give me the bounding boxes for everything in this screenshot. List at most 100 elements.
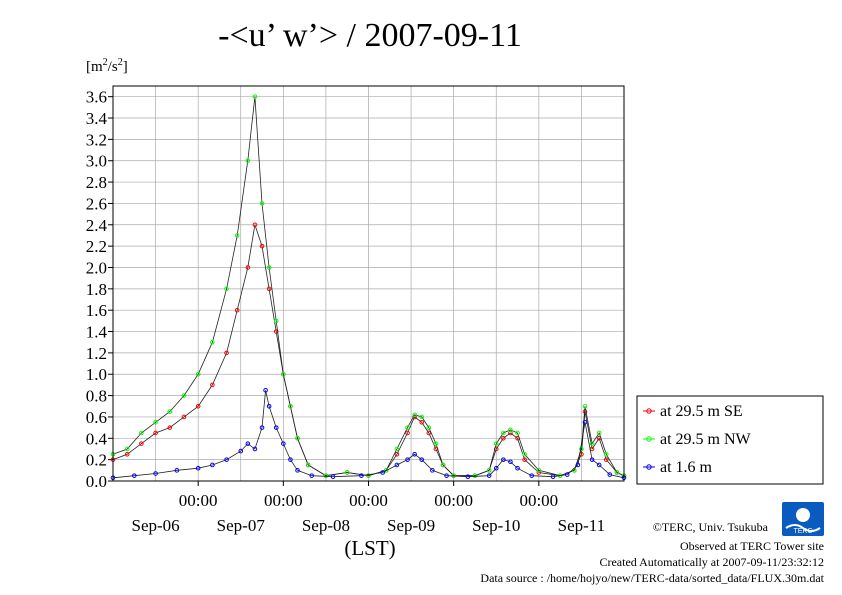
y-tick-label: 2.4 — [86, 216, 108, 235]
data-point — [444, 473, 449, 478]
legend-box — [636, 395, 824, 485]
data-point — [472, 473, 478, 478]
y-tick-label: 0.4 — [86, 429, 108, 448]
data-point — [252, 94, 258, 99]
y-tick-label: 3.4 — [86, 109, 108, 128]
y-unit-label: [m2/s2] — [86, 57, 128, 75]
data-point — [589, 457, 595, 462]
legend-marker — [646, 464, 652, 470]
data-point — [529, 473, 535, 478]
series-line — [112, 96, 625, 477]
data-point — [195, 403, 201, 409]
y-tick-label: 0.2 — [86, 451, 107, 470]
y-tick-label: 3.0 — [86, 152, 107, 171]
data-point — [575, 462, 581, 468]
data-point — [266, 265, 272, 270]
data-point — [174, 468, 180, 473]
y-tick-label: 2.6 — [86, 194, 107, 213]
x-time-label: 00:00 — [264, 491, 303, 510]
data-point — [430, 468, 435, 473]
data-point — [394, 446, 400, 452]
data-point — [366, 473, 371, 478]
data-point — [501, 430, 506, 436]
data-point — [252, 222, 258, 228]
y-tick-label: 1.4 — [86, 323, 108, 342]
data-point — [501, 435, 506, 441]
data-point — [405, 430, 410, 436]
data-point — [582, 403, 588, 409]
data-point — [305, 462, 311, 468]
data-point — [234, 233, 240, 238]
x-time-label: 00:00 — [519, 491, 558, 510]
data-point — [252, 446, 258, 452]
legend: at 29.5 m SE at 29.5 m NW at 1.6 m — [636, 395, 824, 485]
y-tick-label: 2.2 — [86, 237, 107, 256]
data-point — [323, 473, 329, 478]
data-point — [564, 472, 570, 477]
data-point — [522, 452, 527, 457]
data-point — [153, 419, 158, 425]
data-point — [493, 446, 499, 452]
legend-label: at 1.6 m — [660, 459, 713, 476]
data-point — [153, 430, 158, 436]
data-point — [266, 403, 272, 409]
x-axis-title: (LST) — [344, 536, 395, 560]
data-point — [515, 430, 520, 436]
y-tick-label: 1.2 — [86, 344, 107, 363]
footer-source: Data source : /home/hojyo/new/TERC-data/… — [480, 571, 824, 585]
data-point — [412, 412, 417, 418]
data-point — [493, 441, 499, 446]
data-point — [380, 470, 385, 475]
data-point — [131, 473, 137, 478]
y-tick-label: 1.6 — [86, 301, 107, 320]
data-point — [589, 441, 595, 446]
data-point — [426, 425, 432, 430]
data-point — [266, 286, 272, 292]
x-date-label: Sep-10 — [472, 516, 520, 535]
data-point — [210, 382, 215, 388]
x-date-label: Sep-08 — [302, 516, 350, 535]
data-point — [344, 470, 350, 475]
footer-observed: Observed at TERC Tower site — [680, 539, 824, 553]
data-point — [195, 465, 201, 471]
data-point — [582, 419, 588, 425]
x-time-label: 00:00 — [434, 491, 473, 510]
legend-marker — [646, 436, 652, 442]
data-point — [330, 474, 336, 480]
data-point — [508, 459, 513, 465]
data-point — [493, 465, 499, 471]
y-tick-label: 0.6 — [86, 408, 107, 427]
y-tick-label: 2.0 — [86, 258, 107, 277]
data-point — [273, 329, 279, 334]
x-time-label: 00:00 — [179, 491, 218, 510]
data-point — [405, 457, 410, 462]
y-tick-label: 1.8 — [86, 280, 107, 299]
data-point — [579, 446, 584, 452]
data-point — [603, 452, 609, 457]
data-point — [224, 286, 229, 292]
y-axis-ticks: 0.0 0.2 0.4 0.6 0.8 1.0 1.2 1.4 1.6 1.8 2.0 2.2 2.4 2… — [86, 88, 113, 491]
data-point — [234, 307, 240, 313]
data-point — [167, 425, 173, 430]
data-point — [295, 435, 300, 441]
data-point — [224, 457, 229, 462]
data-point — [603, 457, 609, 462]
data-point — [139, 430, 144, 436]
logo-drop-icon — [796, 508, 810, 522]
x-date-label: Sep-06 — [131, 516, 179, 535]
legend-label: at 29.5 m NW — [660, 431, 752, 448]
data-point — [210, 462, 215, 468]
plot-frame — [112, 85, 625, 482]
data-point — [515, 465, 520, 471]
chart-title: -<u’ w’> / 2007-09-11 — [218, 17, 522, 54]
data-point — [486, 473, 492, 478]
data-point — [281, 441, 286, 446]
footer-copyright: ©TERC, Univ. Tsukuba — [653, 520, 769, 534]
data-point — [288, 457, 293, 462]
data-point — [501, 457, 506, 462]
y-tick-label: 3.2 — [86, 130, 107, 149]
legend-label: at 29.5 m SE — [660, 403, 743, 420]
x-time-label: 00:00 — [349, 491, 388, 510]
data-point — [139, 441, 144, 446]
